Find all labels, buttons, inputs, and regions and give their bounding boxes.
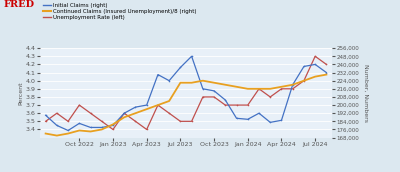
- Y-axis label: Number, Numbers: Number, Numbers: [364, 64, 369, 122]
- Text: FRED: FRED: [4, 0, 35, 9]
- Y-axis label: Percent: Percent: [18, 81, 23, 105]
- Legend: Initial Claims (right), Continued Claims (Insured Unemployment)/8 (right), Unemp: Initial Claims (right), Continued Claims…: [43, 3, 197, 20]
